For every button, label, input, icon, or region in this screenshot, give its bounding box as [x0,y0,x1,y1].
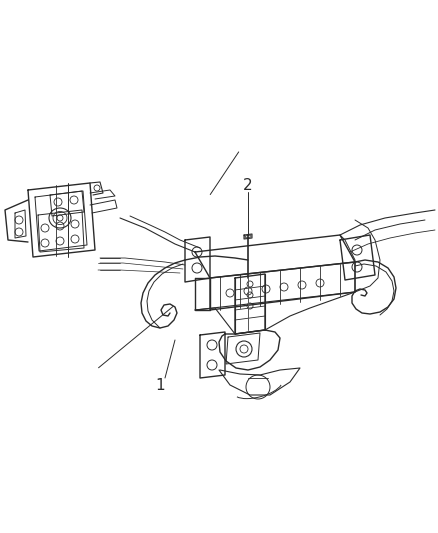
Text: 1: 1 [155,377,165,392]
Text: 2: 2 [243,177,253,192]
